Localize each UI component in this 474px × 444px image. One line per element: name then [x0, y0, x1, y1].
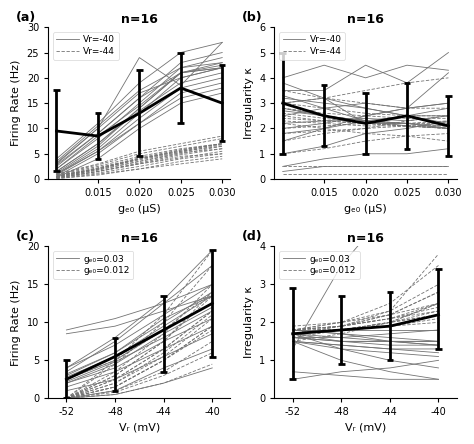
Text: (d): (d)	[242, 230, 262, 243]
Legend: gₑ₀=0.03, gₑ₀=0.012: gₑ₀=0.03, gₑ₀=0.012	[279, 251, 360, 279]
Y-axis label: Firing Rate (Hz): Firing Rate (Hz)	[11, 279, 21, 365]
Title: n=16: n=16	[347, 13, 384, 26]
Y-axis label: Irregularity κ: Irregularity κ	[244, 286, 254, 358]
Title: n=16: n=16	[347, 232, 384, 245]
X-axis label: Vᵣ (mV): Vᵣ (mV)	[118, 423, 160, 433]
Y-axis label: Irregularity κ: Irregularity κ	[244, 67, 254, 139]
Text: (a): (a)	[15, 11, 36, 24]
Text: (b): (b)	[242, 11, 262, 24]
Title: n=16: n=16	[121, 232, 158, 245]
X-axis label: gₑ₀ (μS): gₑ₀ (μS)	[118, 204, 161, 214]
X-axis label: gₑ₀ (μS): gₑ₀ (μS)	[344, 204, 387, 214]
Title: n=16: n=16	[121, 13, 158, 26]
Legend: Vr=-40, Vr=-44: Vr=-40, Vr=-44	[279, 32, 345, 59]
Legend: gₑ₀=0.03, gₑ₀=0.012: gₑ₀=0.03, gₑ₀=0.012	[53, 251, 133, 279]
Text: (c): (c)	[15, 230, 35, 243]
Legend: Vr=-40, Vr=-44: Vr=-40, Vr=-44	[53, 32, 119, 59]
X-axis label: Vᵣ (mV): Vᵣ (mV)	[345, 423, 386, 433]
Y-axis label: Firing Rate (Hz): Firing Rate (Hz)	[11, 60, 21, 147]
